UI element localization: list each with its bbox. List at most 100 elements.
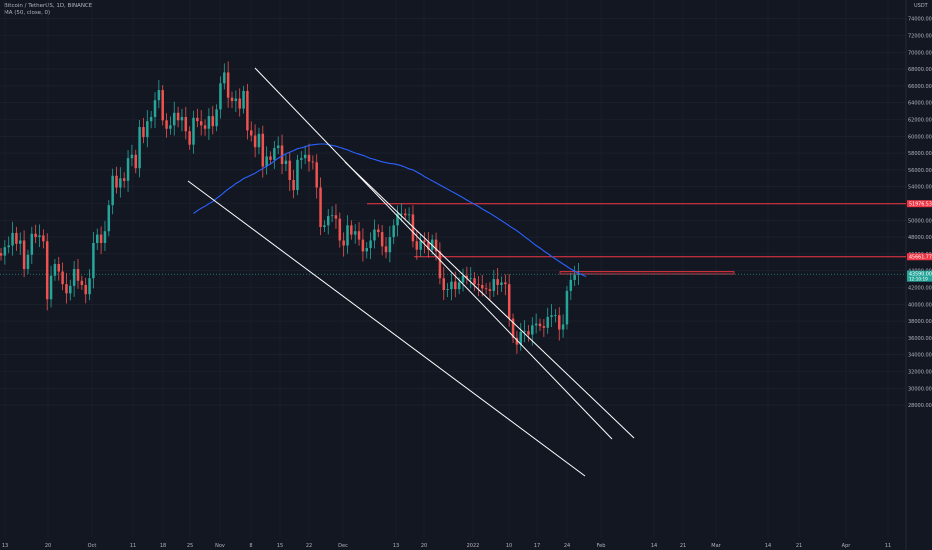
candle-body — [165, 120, 168, 129]
candle-body — [496, 279, 499, 285]
candle-body — [531, 325, 534, 335]
candle-body — [511, 318, 515, 338]
candle-body — [84, 284, 87, 295]
candle-body — [207, 116, 211, 129]
candle-body — [307, 154, 311, 162]
candle-body — [69, 285, 72, 294]
candle-body — [565, 290, 569, 325]
price-tick-label: 72000.00 — [908, 34, 932, 40]
price-tick-label: 32000.00 — [908, 370, 932, 376]
candle-body — [515, 337, 519, 345]
candle-body — [26, 254, 30, 270]
candle-body — [353, 231, 357, 235]
price-tick-label: 74000.00 — [908, 17, 932, 23]
candle-body — [523, 331, 526, 333]
candle-body — [30, 233, 34, 255]
resistance-level-badge — [907, 253, 932, 261]
candle-body — [76, 269, 80, 281]
time-tick-label: Oct — [88, 543, 97, 549]
current-price-label: 43590.00 — [909, 272, 932, 278]
candle-body — [88, 278, 91, 295]
candle-body — [257, 133, 261, 148]
time-tick-label: 14 — [765, 543, 771, 549]
candle-body — [396, 213, 399, 226]
price-tick-label: 66000.00 — [908, 84, 932, 90]
candle-body — [180, 116, 184, 121]
candle-body — [65, 284, 68, 294]
candle-body — [230, 97, 234, 102]
trend-line[interactable] — [344, 161, 635, 439]
candle-body — [61, 271, 64, 285]
candle-body — [130, 154, 134, 159]
time-tick-label: 24 — [564, 543, 570, 549]
candle-body — [246, 90, 249, 131]
candle-body — [45, 241, 49, 300]
candle-body — [138, 127, 141, 169]
candle-body — [250, 130, 253, 136]
candle-body — [369, 240, 372, 249]
candle-body — [280, 145, 284, 165]
candle-body — [203, 125, 207, 129]
candle-body — [22, 240, 26, 270]
candle-body — [450, 281, 453, 290]
price-tick-label: 42000.00 — [908, 286, 932, 292]
candle-body — [119, 178, 122, 188]
candle-body — [527, 331, 530, 335]
time-tick-label: 20 — [421, 543, 427, 549]
price-tick-label: 70000.00 — [908, 50, 932, 56]
candle-body — [57, 263, 60, 272]
current-price-badge — [907, 270, 932, 282]
candle-body — [330, 215, 334, 217]
time-tick-label: Apr — [842, 543, 852, 549]
candle-body — [465, 275, 469, 279]
time-tick-label: 20 — [45, 543, 51, 549]
candle-body — [292, 179, 295, 191]
candle-body — [550, 315, 553, 317]
candle-body — [577, 274, 580, 275]
time-tick-label: 11 — [885, 543, 891, 549]
indicator-label: MA (50, close, 0) — [4, 10, 51, 16]
candle-body — [434, 239, 438, 252]
candle-body — [161, 90, 164, 121]
candle-body — [542, 326, 546, 328]
price-tick-label: 62000.00 — [908, 118, 932, 124]
candle-body — [269, 156, 272, 160]
candle-body — [99, 234, 103, 243]
candle-body — [49, 275, 53, 300]
channel-upper-line[interactable] — [254, 67, 613, 440]
candle-body — [350, 225, 353, 235]
candle-body — [481, 284, 484, 289]
candle-body — [53, 263, 57, 276]
candle-body — [176, 112, 180, 121]
candle-body — [153, 100, 157, 117]
candle-body — [384, 246, 388, 253]
price-tick-label: 58000.00 — [908, 151, 932, 157]
candle-body — [442, 278, 445, 291]
candle-body — [327, 216, 330, 226]
candle-body — [477, 284, 480, 285]
candle-body — [454, 281, 457, 290]
candle-body — [223, 72, 226, 84]
candle-body — [96, 234, 99, 243]
candle-body — [538, 323, 542, 327]
candle-body — [196, 117, 199, 122]
time-tick-label: 18 — [160, 543, 166, 549]
candle-body — [42, 235, 45, 242]
time-tick-label: 21 — [680, 543, 686, 549]
candle-body — [80, 280, 84, 285]
candle-body — [561, 324, 565, 330]
price-tick-label: 40000.00 — [908, 302, 932, 308]
candle-body — [38, 235, 41, 238]
candle-body — [346, 225, 349, 246]
candle-body — [300, 158, 303, 160]
candle-body — [103, 231, 107, 243]
candle-body — [0, 253, 3, 256]
candle-body — [284, 160, 288, 165]
channel-lower-line[interactable] — [187, 180, 586, 477]
candle-body — [558, 315, 561, 330]
candle-body — [11, 232, 14, 246]
candle-body — [265, 156, 268, 167]
candle-body — [72, 269, 76, 286]
candle-body — [534, 323, 538, 326]
